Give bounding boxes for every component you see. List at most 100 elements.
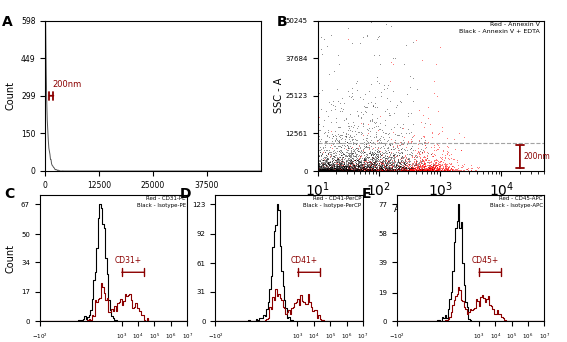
Point [355,153,364,158]
Point [313,167,322,172]
Point [313,165,322,171]
Point [329,133,338,138]
Point [313,156,322,162]
Point [313,168,322,174]
Point [322,165,331,171]
Point [405,157,414,162]
Point [355,168,364,174]
Point [320,167,329,173]
Point [313,168,322,173]
Point [374,168,383,173]
Point [420,164,429,169]
Point [325,166,334,171]
Point [313,163,322,169]
Point [313,168,322,174]
Point [451,168,460,173]
Point [321,167,331,172]
Point [363,168,373,173]
Point [313,168,322,173]
Point [313,73,322,78]
Point [313,168,322,173]
Point [433,168,442,173]
Point [418,157,427,162]
Point [389,140,398,145]
Point [398,167,407,172]
Point [360,164,369,169]
Point [338,168,347,174]
Point [321,162,331,168]
Point [313,165,322,171]
Point [313,168,322,173]
Point [342,168,352,174]
Point [379,168,388,173]
Point [317,168,326,174]
Point [392,152,401,158]
Point [313,167,322,173]
Point [313,168,322,174]
Point [348,165,357,170]
Point [315,168,324,174]
Point [387,168,396,173]
Point [358,168,367,174]
Point [313,165,322,170]
Point [360,168,369,174]
Point [313,168,322,173]
Point [437,168,446,173]
Point [375,168,384,174]
Point [429,165,438,171]
Point [344,162,353,168]
Point [361,168,370,173]
Point [417,167,426,173]
Point [370,161,379,166]
Point [339,166,348,171]
Point [354,164,363,169]
Point [346,168,355,174]
Point [313,167,322,172]
Point [335,168,344,173]
Point [323,168,332,174]
Point [397,168,406,174]
Point [313,168,322,174]
Point [375,167,384,173]
Point [443,135,452,141]
Point [326,167,335,173]
Point [313,144,322,149]
Point [372,162,381,167]
Point [313,166,322,171]
Point [388,163,397,169]
Point [405,166,414,171]
Point [320,168,329,173]
Point [313,168,322,174]
Point [406,165,415,170]
Point [336,168,345,174]
Point [313,168,322,174]
Point [324,168,333,173]
Point [335,161,344,166]
Point [313,168,322,174]
Point [313,167,322,172]
Point [323,18,332,23]
Point [360,168,369,174]
Point [335,168,344,174]
Point [313,168,322,173]
Point [313,161,322,167]
Point [316,168,325,173]
Point [313,158,322,163]
Point [346,150,355,156]
Point [369,167,378,173]
Point [332,168,341,174]
Point [356,167,365,172]
Point [366,156,375,162]
Point [426,164,435,169]
Point [371,167,380,172]
Point [386,168,395,173]
Point [316,168,325,173]
Point [313,168,322,174]
Point [313,168,322,173]
Point [315,168,324,174]
Point [313,168,322,174]
Point [328,167,337,173]
Point [383,168,392,174]
Point [313,161,322,166]
Point [330,168,339,174]
